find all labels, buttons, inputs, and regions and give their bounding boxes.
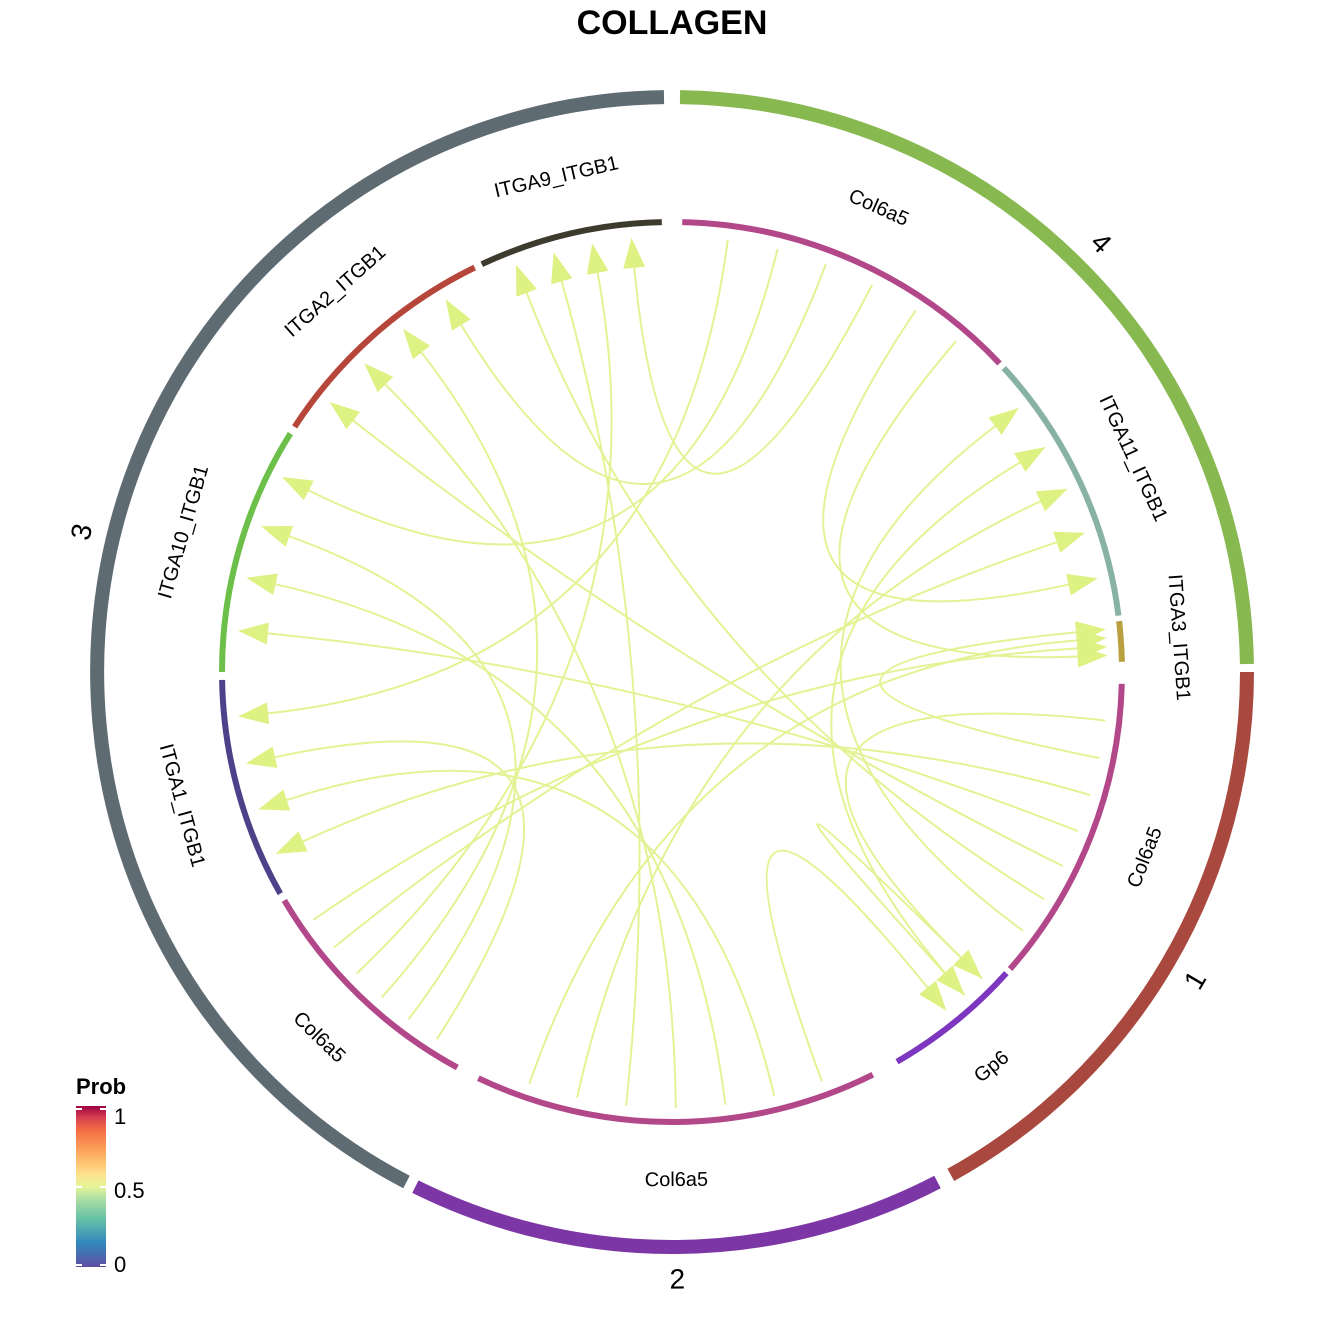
sector-arc-s4_itga11 bbox=[1001, 365, 1122, 616]
group-label: 1 bbox=[1178, 966, 1213, 995]
chart-title: COLLAGEN bbox=[577, 4, 768, 42]
chord-link bbox=[459, 263, 827, 485]
chord-arrow bbox=[953, 949, 983, 979]
sector-label: ITGA10_ITGB1 bbox=[154, 463, 213, 602]
group-arc-3 bbox=[90, 90, 665, 1189]
links-layer bbox=[265, 239, 1106, 1109]
chord-link bbox=[525, 290, 1045, 901]
chord-arrow bbox=[586, 243, 609, 275]
chord-link bbox=[838, 340, 1080, 659]
chord-arrow bbox=[364, 363, 394, 393]
chord-arrow bbox=[623, 237, 646, 269]
sector-arc-s3_itga2 bbox=[292, 264, 477, 429]
chord-arrow bbox=[936, 965, 965, 996]
chord-link bbox=[273, 582, 727, 1105]
sector-label: ITGA2_ITGB1 bbox=[281, 241, 390, 341]
chord-link bbox=[284, 769, 776, 1097]
sector-label: Col6a5 bbox=[845, 185, 912, 231]
chord-arrow bbox=[1035, 488, 1068, 512]
sector-arc-s1_gp6 bbox=[895, 971, 1009, 1065]
color-legend: Prob 1 0.5 0 bbox=[76, 1074, 145, 1277]
group-arcs bbox=[90, 90, 1254, 1254]
sector-arc-s4_col6a5 bbox=[682, 219, 1002, 366]
chord-link bbox=[333, 540, 1059, 949]
chord-link bbox=[265, 239, 729, 715]
group-arc-1 bbox=[947, 671, 1254, 1182]
chord-link bbox=[879, 631, 1100, 760]
chord-link bbox=[765, 849, 930, 1082]
chord-link bbox=[576, 499, 1043, 1098]
arrows-layer bbox=[238, 237, 1108, 1011]
chord-arrow bbox=[551, 252, 573, 285]
sector-arcs bbox=[219, 219, 1125, 1125]
chord-link bbox=[383, 382, 677, 1109]
legend-tick-label: 1 bbox=[114, 1104, 126, 1129]
chord-link bbox=[528, 639, 1079, 1085]
group-label: 3 bbox=[65, 521, 99, 543]
chord-link bbox=[560, 279, 641, 1106]
sector-arc-s3_itga10 bbox=[219, 431, 293, 673]
sector-label: Col6a5 bbox=[645, 1169, 709, 1192]
sector-arc-s1_col6a5 bbox=[1007, 683, 1125, 971]
chord-link bbox=[830, 460, 1023, 996]
chord-link bbox=[839, 424, 1024, 932]
sector-arc-s2_col6a5 bbox=[477, 1072, 875, 1125]
legend-tick-marks bbox=[76, 1108, 106, 1266]
chord-link bbox=[381, 350, 539, 999]
chord-arrow bbox=[1066, 573, 1098, 596]
chord-arrow bbox=[1077, 645, 1108, 668]
chord-link bbox=[312, 647, 1080, 921]
sector-label: ITGA3_ITGB1 bbox=[1164, 573, 1195, 701]
sector-label: Col6a5 bbox=[1123, 824, 1167, 891]
group-arc-2 bbox=[412, 1175, 941, 1254]
chord-arrow bbox=[238, 622, 269, 645]
chord-arrow bbox=[258, 789, 291, 811]
legend-title: Prob bbox=[76, 1074, 126, 1099]
group-label: 4 bbox=[1085, 226, 1118, 259]
chord-link bbox=[265, 632, 1079, 833]
chord-arrow bbox=[329, 402, 361, 430]
chord-arrow bbox=[245, 746, 278, 768]
legend-tick-label: 0 bbox=[114, 1252, 126, 1277]
sector-arc-s3_itga9 bbox=[480, 219, 662, 267]
chord-arrow bbox=[282, 477, 314, 501]
chord-arrow bbox=[246, 573, 278, 595]
chord-link bbox=[351, 418, 1063, 867]
chord-arrow bbox=[445, 299, 471, 331]
chord-link bbox=[306, 248, 779, 546]
chord-link bbox=[816, 823, 983, 980]
sector-arc-s4_itga3 bbox=[1116, 620, 1125, 662]
chord-arrow bbox=[261, 526, 293, 547]
chord-arrow bbox=[516, 264, 537, 297]
sector-label: ITGA1_ITGB1 bbox=[155, 742, 209, 870]
chord-link bbox=[287, 534, 517, 1021]
chord-arrow bbox=[238, 702, 270, 725]
legend-tick-label: 0.5 bbox=[114, 1178, 145, 1203]
chord-arrow bbox=[1014, 447, 1046, 472]
sector-label: ITGA11_ITGB1 bbox=[1094, 392, 1171, 525]
chord-arrow bbox=[275, 831, 308, 854]
chord-link bbox=[356, 270, 613, 975]
chord-arrow bbox=[919, 980, 947, 1011]
chord-link bbox=[633, 265, 874, 475]
sector-label: Gp6 bbox=[970, 1046, 1013, 1087]
sector-label: ITGA9_ITGB1 bbox=[492, 152, 620, 202]
chord-arrow bbox=[988, 407, 1019, 435]
sector-arc-s3_col6a5 bbox=[281, 898, 459, 1071]
group-arc-4 bbox=[679, 90, 1254, 665]
chord-link bbox=[822, 309, 1071, 603]
chord-link bbox=[300, 742, 1091, 844]
group-label: 2 bbox=[669, 1263, 685, 1294]
sector-arc-s3_itga1 bbox=[219, 679, 283, 896]
chord-arrow bbox=[403, 328, 431, 360]
chord-arrow bbox=[1053, 531, 1086, 553]
sector-label: Col6a5 bbox=[289, 1007, 350, 1067]
